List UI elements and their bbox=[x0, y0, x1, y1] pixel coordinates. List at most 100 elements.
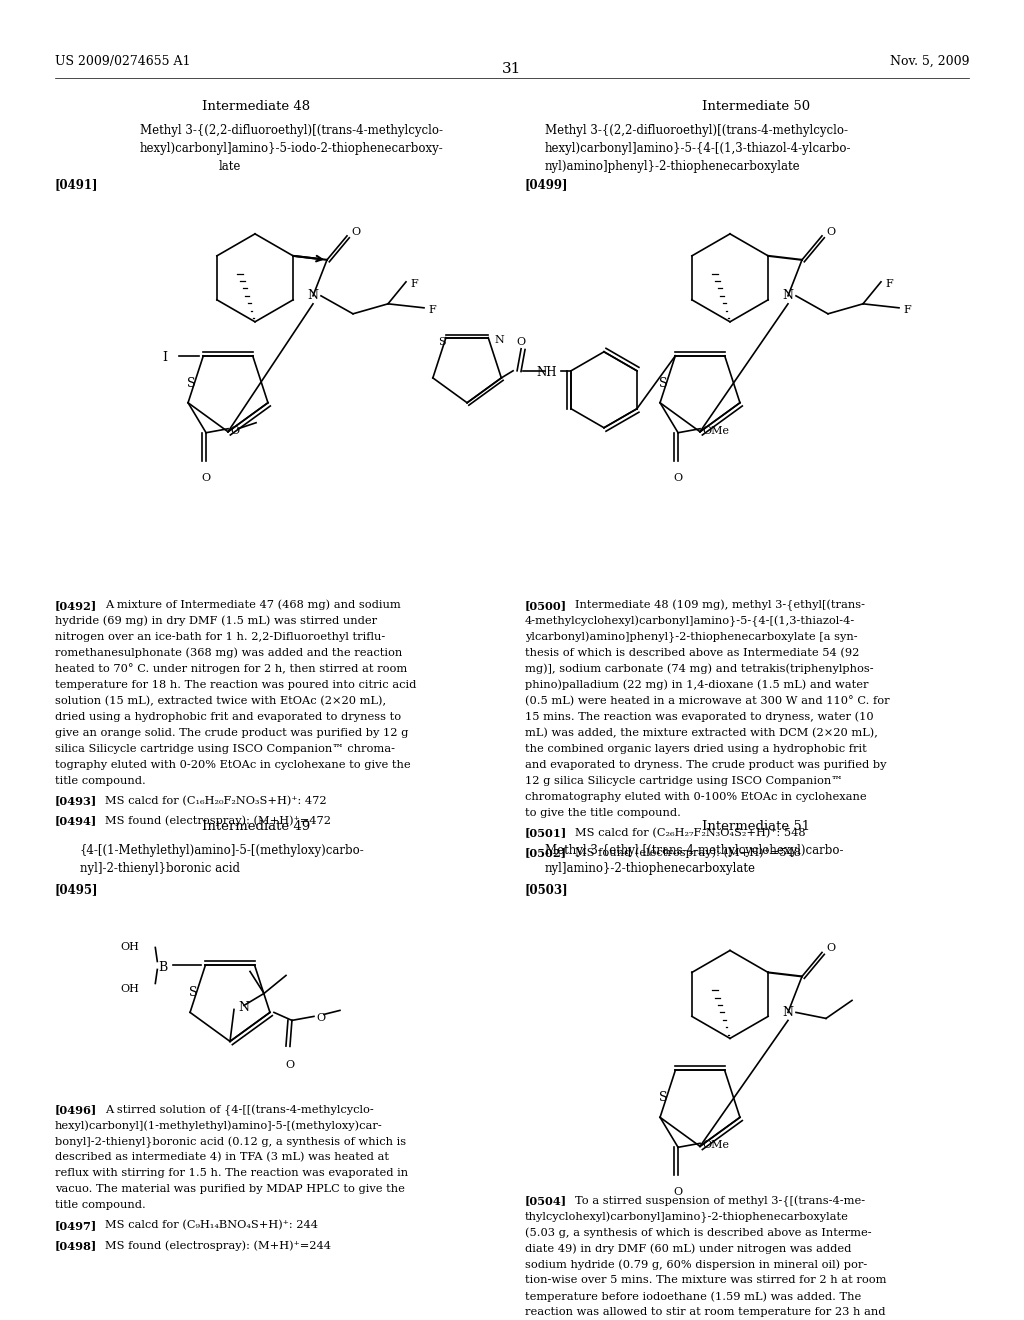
Text: F: F bbox=[428, 305, 436, 315]
Text: MS found (electrospray): (M+H)⁺=244: MS found (electrospray): (M+H)⁺=244 bbox=[105, 1241, 331, 1251]
Text: F: F bbox=[903, 305, 910, 315]
Text: MS calcd for (C₁₆H₂₀F₂NO₃S+H)⁺: 472: MS calcd for (C₁₆H₂₀F₂NO₃S+H)⁺: 472 bbox=[105, 796, 327, 805]
Text: dried using a hydrophobic frit and evaporated to dryness to: dried using a hydrophobic frit and evapo… bbox=[55, 711, 401, 722]
Text: Intermediate 49: Intermediate 49 bbox=[202, 820, 310, 833]
Text: Intermediate 48: Intermediate 48 bbox=[202, 100, 310, 114]
Text: [0492]: [0492] bbox=[55, 599, 97, 611]
Text: 4-methylcyclohexyl)carbonyl]amino}-5-{4-[(1,3-thiazol-4-: 4-methylcyclohexyl)carbonyl]amino}-5-{4-… bbox=[525, 615, 855, 627]
Text: ylcarbonyl)amino]phenyl}-2-thiophenecarboxylate [a syn-: ylcarbonyl)amino]phenyl}-2-thiophenecarb… bbox=[525, 632, 858, 643]
Text: [0499]: [0499] bbox=[525, 178, 568, 191]
Text: A mixture of Intermediate 47 (468 mg) and sodium: A mixture of Intermediate 47 (468 mg) an… bbox=[105, 599, 400, 610]
Text: Nov. 5, 2009: Nov. 5, 2009 bbox=[890, 55, 969, 67]
Text: title compound.: title compound. bbox=[55, 776, 145, 785]
Text: [0494]: [0494] bbox=[55, 816, 97, 826]
Text: mL) was added, the mixture extracted with DCM (2×20 mL),: mL) was added, the mixture extracted wit… bbox=[525, 727, 878, 738]
Text: O: O bbox=[826, 944, 836, 953]
Text: nyl]amino}-2-thiophenecarboxylate: nyl]amino}-2-thiophenecarboxylate bbox=[545, 862, 756, 875]
Text: N: N bbox=[307, 289, 318, 302]
Text: Intermediate 50: Intermediate 50 bbox=[701, 100, 810, 114]
Text: S: S bbox=[189, 986, 198, 999]
Text: 31: 31 bbox=[503, 62, 521, 77]
Text: O: O bbox=[674, 1187, 683, 1197]
Text: O: O bbox=[674, 473, 683, 483]
Text: give an orange solid. The crude product was purified by 12 g: give an orange solid. The crude product … bbox=[55, 727, 409, 738]
Text: title compound.: title compound. bbox=[55, 1200, 145, 1210]
Text: A stirred solution of {4-[[(trans-4-methylcyclo-: A stirred solution of {4-[[(trans-4-meth… bbox=[105, 1105, 374, 1115]
Text: O: O bbox=[516, 337, 525, 347]
Text: [0500]: [0500] bbox=[525, 599, 567, 611]
Text: OMe: OMe bbox=[702, 426, 729, 436]
Text: described as intermediate 4) in TFA (3 mL) was heated at: described as intermediate 4) in TFA (3 m… bbox=[55, 1152, 389, 1163]
Text: romethanesulphonate (368 mg) was added and the reaction: romethanesulphonate (368 mg) was added a… bbox=[55, 648, 402, 659]
Text: [0495]: [0495] bbox=[55, 883, 98, 896]
Text: the combined organic layers dried using a hydrophobic frit: the combined organic layers dried using … bbox=[525, 743, 866, 754]
Text: O: O bbox=[316, 1014, 325, 1023]
Text: MS calcd for (C₂₆H₂₇F₂N₃O₄S₂+H)⁺: 548: MS calcd for (C₂₆H₂₇F₂N₃O₄S₂+H)⁺: 548 bbox=[575, 828, 806, 838]
Text: [0498]: [0498] bbox=[55, 1241, 97, 1251]
Text: thesis of which is described above as Intermediate 54 (92: thesis of which is described above as In… bbox=[525, 648, 859, 657]
Text: To a stirred suspension of methyl 3-{[(trans-4-me-: To a stirred suspension of methyl 3-{[(t… bbox=[575, 1196, 865, 1206]
Text: S: S bbox=[659, 376, 668, 389]
Text: MS calcd for (C₉H₁₄BNO₄S+H)⁺: 244: MS calcd for (C₉H₁₄BNO₄S+H)⁺: 244 bbox=[105, 1220, 318, 1230]
Text: sodium hydride (0.79 g, 60% dispersion in mineral oil) por-: sodium hydride (0.79 g, 60% dispersion i… bbox=[525, 1259, 867, 1270]
Text: F: F bbox=[885, 279, 893, 289]
Text: temperature for 18 h. The reaction was poured into citric acid: temperature for 18 h. The reaction was p… bbox=[55, 680, 417, 689]
Text: NH: NH bbox=[537, 366, 557, 379]
Text: to give the title compound.: to give the title compound. bbox=[525, 808, 681, 817]
Text: tion-wise over 5 mins. The mixture was stirred for 2 h at room: tion-wise over 5 mins. The mixture was s… bbox=[525, 1275, 887, 1286]
Text: B: B bbox=[159, 961, 168, 974]
Text: [0503]: [0503] bbox=[525, 883, 568, 896]
Text: S: S bbox=[187, 376, 196, 389]
Text: O: O bbox=[286, 1060, 295, 1071]
Text: O: O bbox=[202, 473, 211, 483]
Text: nyl)amino]phenyl}-2-thiophenecarboxylate: nyl)amino]phenyl}-2-thiophenecarboxylate bbox=[545, 160, 801, 173]
Text: Intermediate 48 (109 mg), methyl 3-{ethyl[(trans-: Intermediate 48 (109 mg), methyl 3-{ethy… bbox=[575, 599, 865, 611]
Text: [0501]: [0501] bbox=[525, 828, 567, 838]
Text: N: N bbox=[495, 335, 504, 345]
Text: reflux with stirring for 1.5 h. The reaction was evaporated in: reflux with stirring for 1.5 h. The reac… bbox=[55, 1168, 409, 1179]
Text: O: O bbox=[826, 227, 836, 236]
Text: nitrogen over an ice-bath for 1 h. 2,2-Difluoroethyl triflu-: nitrogen over an ice-bath for 1 h. 2,2-D… bbox=[55, 632, 385, 642]
Text: heated to 70° C. under nitrogen for 2 h, then stirred at room: heated to 70° C. under nitrogen for 2 h,… bbox=[55, 664, 408, 675]
Text: [0497]: [0497] bbox=[55, 1220, 97, 1232]
Text: vacuo. The material was purified by MDAP HPLC to give the: vacuo. The material was purified by MDAP… bbox=[55, 1184, 404, 1195]
Text: O: O bbox=[351, 227, 360, 236]
Text: and evaporated to dryness. The crude product was purified by: and evaporated to dryness. The crude pro… bbox=[525, 759, 887, 770]
Text: [0502]: [0502] bbox=[525, 847, 567, 858]
Text: mg)], sodium carbonate (74 mg) and tetrakis(triphenylphos-: mg)], sodium carbonate (74 mg) and tetra… bbox=[525, 664, 873, 675]
Text: MS found (electrospray): (M+H)⁺=472: MS found (electrospray): (M+H)⁺=472 bbox=[105, 816, 331, 826]
Text: late: late bbox=[219, 160, 242, 173]
Text: Methyl 3-{(2,2-difluoroethyl)[(trans-4-methylcyclo-: Methyl 3-{(2,2-difluoroethyl)[(trans-4-m… bbox=[545, 124, 848, 137]
Text: reaction was allowed to stir at room temperature for 23 h and: reaction was allowed to stir at room tem… bbox=[525, 1307, 886, 1317]
Text: (0.5 mL) were heated in a microwave at 300 W and 110° C. for: (0.5 mL) were heated in a microwave at 3… bbox=[525, 696, 890, 706]
Text: hexyl)carbonyl](1-methylethyl)amino]-5-[(methyloxy)car-: hexyl)carbonyl](1-methylethyl)amino]-5-[… bbox=[55, 1121, 383, 1131]
Text: temperature before iodoethane (1.59 mL) was added. The: temperature before iodoethane (1.59 mL) … bbox=[525, 1291, 861, 1302]
Text: N: N bbox=[782, 1006, 794, 1019]
Text: silica Silicycle cartridge using ISCO Companion™ chroma-: silica Silicycle cartridge using ISCO Co… bbox=[55, 743, 395, 754]
Text: Methyl 3-{(2,2-difluoroethyl)[(trans-4-methylcyclo-: Methyl 3-{(2,2-difluoroethyl)[(trans-4-m… bbox=[140, 124, 443, 137]
Text: solution (15 mL), extracted twice with EtOAc (2×20 mL),: solution (15 mL), extracted twice with E… bbox=[55, 696, 386, 706]
Text: I: I bbox=[163, 351, 167, 364]
Text: (5.03 g, a synthesis of which is described above as Interme-: (5.03 g, a synthesis of which is describ… bbox=[525, 1228, 871, 1238]
Text: US 2009/0274655 A1: US 2009/0274655 A1 bbox=[55, 55, 190, 67]
Text: {4-[(1-Methylethyl)amino]-5-[(methyloxy)carbo-: {4-[(1-Methylethyl)amino]-5-[(methyloxy)… bbox=[80, 843, 365, 857]
Text: Intermediate 51: Intermediate 51 bbox=[701, 820, 810, 833]
Text: [0496]: [0496] bbox=[55, 1105, 97, 1115]
Text: S: S bbox=[659, 1092, 668, 1105]
Text: F: F bbox=[410, 279, 418, 289]
Text: nyl]-2-thienyl}boronic acid: nyl]-2-thienyl}boronic acid bbox=[80, 862, 240, 875]
Text: diate 49) in dry DMF (60 mL) under nitrogen was added: diate 49) in dry DMF (60 mL) under nitro… bbox=[525, 1243, 851, 1254]
Text: thylcyclohexyl)carbonyl]amino}-2-thiophenecarboxylate: thylcyclohexyl)carbonyl]amino}-2-thiophe… bbox=[525, 1212, 849, 1222]
Text: hexyl)carbonyl]amino}-5-iodo-2-thiophenecarboxy-: hexyl)carbonyl]amino}-5-iodo-2-thiophene… bbox=[140, 143, 443, 154]
Text: phino)palladium (22 mg) in 1,4-dioxane (1.5 mL) and water: phino)palladium (22 mg) in 1,4-dioxane (… bbox=[525, 680, 868, 690]
Text: [0491]: [0491] bbox=[55, 178, 98, 191]
Text: 12 g silica Silicycle cartridge using ISCO Companion™: 12 g silica Silicycle cartridge using IS… bbox=[525, 776, 843, 785]
Text: tography eluted with 0-20% EtOAc in cyclohexane to give the: tography eluted with 0-20% EtOAc in cycl… bbox=[55, 759, 411, 770]
Text: chromatography eluted with 0-100% EtOAc in cyclohexane: chromatography eluted with 0-100% EtOAc … bbox=[525, 792, 866, 801]
Text: OH: OH bbox=[121, 942, 139, 953]
Text: OMe: OMe bbox=[702, 1140, 729, 1150]
Text: O: O bbox=[230, 426, 240, 436]
Text: Methyl 3-{ethyl [(trans-4-methylcyclohexyl)carbo-: Methyl 3-{ethyl [(trans-4-methylcyclohex… bbox=[545, 843, 844, 857]
Text: N: N bbox=[782, 289, 794, 302]
Text: N: N bbox=[238, 1001, 249, 1014]
